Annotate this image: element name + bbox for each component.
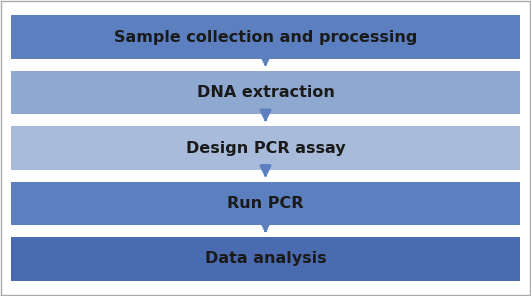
Text: Design PCR assay: Design PCR assay	[186, 141, 345, 155]
Bar	[11, 15, 520, 59]
Bar	[11, 71, 520, 114]
Text: Data analysis: Data analysis	[204, 251, 327, 266]
Text: DNA extraction: DNA extraction	[196, 85, 335, 100]
Text: Run PCR: Run PCR	[227, 196, 304, 211]
Bar	[11, 182, 520, 225]
Bar	[11, 126, 520, 170]
Bar	[11, 237, 520, 281]
Text: Sample collection and processing: Sample collection and processing	[114, 30, 417, 45]
